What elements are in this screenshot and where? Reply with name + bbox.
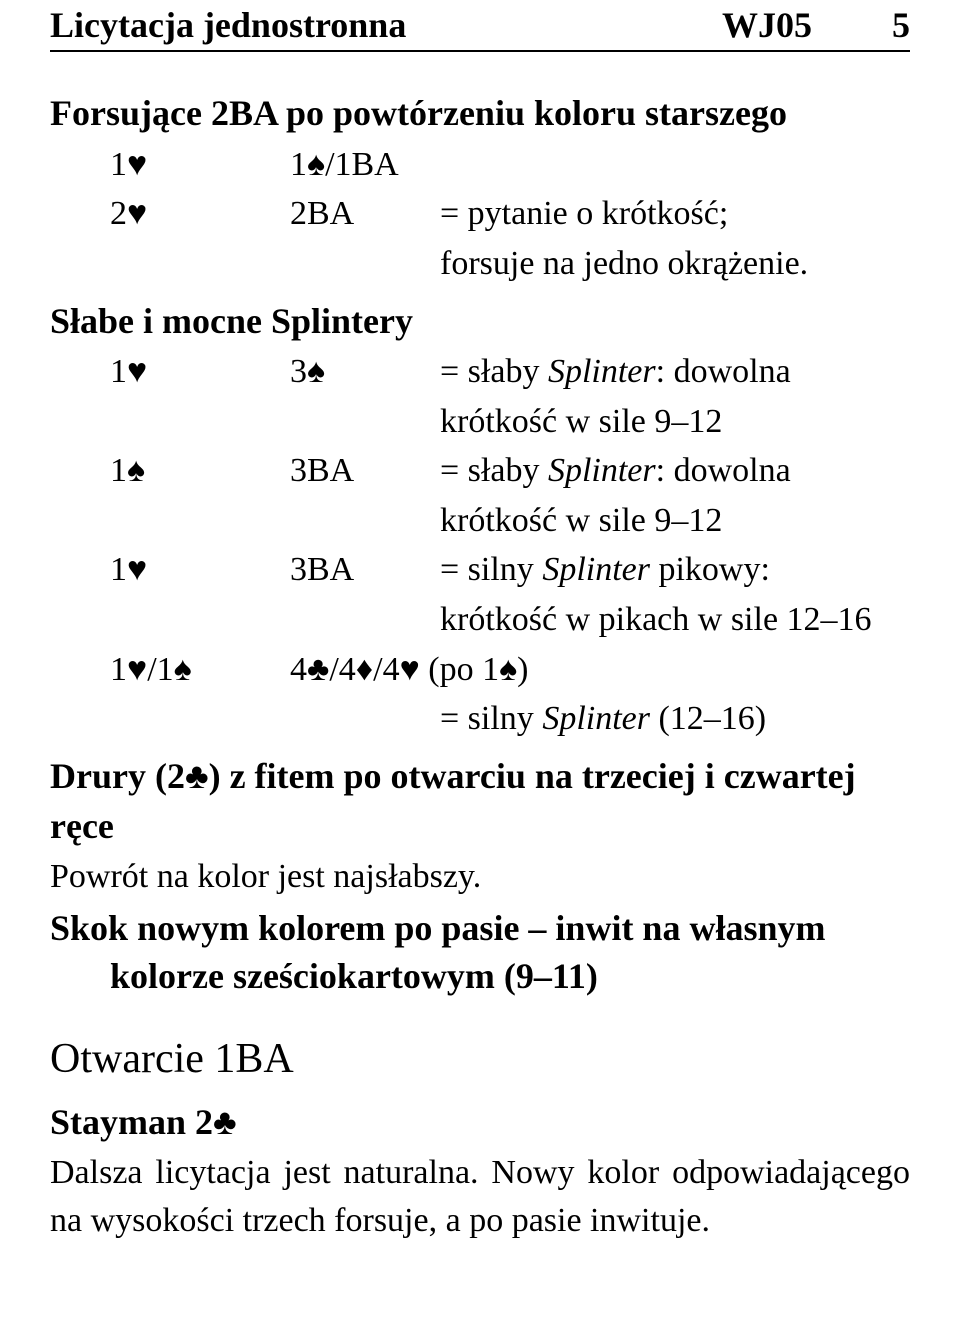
text: forsuje na jedno okrążenie. (440, 245, 808, 282)
text: 1 (110, 146, 127, 183)
bid-col3: krótkość w pikach w sile 12–16 (440, 596, 910, 644)
text: 2 (110, 195, 127, 232)
bid-row: 2♥ 2BA = pytanie o krótkość; (50, 190, 910, 238)
bid-col1: 2♥ (50, 190, 290, 238)
text: 1 (110, 551, 127, 588)
bid-row: 1♥ 3♠ = słaby Splinter: dowolna (50, 348, 910, 396)
text: 1 (290, 146, 307, 183)
heart-icon: ♥ (127, 650, 147, 688)
text: 3 (290, 353, 307, 390)
section2-title: Słabe i mocne Splintery (50, 296, 910, 346)
bid-col3: krótkość w sile 9–12 (440, 398, 910, 446)
text: 1 (110, 651, 127, 688)
diamond-icon: ♦ (356, 650, 373, 688)
heart-icon: ♥ (127, 194, 147, 232)
section5-sub: Stayman 2♣ (50, 1097, 910, 1147)
heart-icon: ♥ (127, 352, 147, 390)
text: 3BA (290, 452, 354, 489)
bid-col3: = pytanie o krótkość; (440, 190, 910, 238)
bid-col3: = silny Splinter (12–16) (440, 695, 910, 743)
text: = pytanie o krótkość; (440, 195, 728, 232)
bid-col3: krótkość w sile 9–12 (440, 497, 910, 545)
section4-title2: kolorze sześciokartowym (9–11) (50, 951, 910, 1001)
section5-heading: Otwarcie 1BA (50, 1030, 910, 1089)
bid-col2: 3♠ (290, 348, 440, 396)
header-left: Licytacja jednostronna (50, 0, 406, 50)
text: /1BA (325, 146, 399, 183)
text-italic: Splinter (542, 700, 650, 737)
text-italic: Splinter (542, 551, 650, 588)
bid-col1: 1♥ (50, 141, 290, 189)
bid-row: forsuje na jedno okrążenie. (50, 240, 910, 288)
bid-row: 1♠ 3BA = słaby Splinter: dowolna (50, 447, 910, 495)
text: krótkość w sile 9–12 (440, 502, 722, 539)
text: 3BA (290, 551, 354, 588)
text: = słaby (440, 353, 548, 390)
bid-col3: = słaby Splinter: dowolna (440, 348, 910, 396)
text: 1 (110, 353, 127, 390)
bid-col1: 1♥ (50, 348, 290, 396)
bid-col1: 1♥ (50, 546, 290, 594)
text: /1 (147, 651, 173, 688)
text: : dowolna (656, 353, 791, 390)
bid-col1: 1♠ (50, 447, 290, 495)
bid-col1: 1♥/1♠ (50, 646, 290, 694)
bid-row: krótkość w sile 9–12 (50, 398, 910, 446)
page: Licytacja jednostronna WJ05 5 Forsujące … (0, 0, 960, 1286)
bid-col2: 3BA (290, 546, 440, 594)
section3-line: Powrót na kolor jest najsłabszy. (50, 853, 910, 901)
text: krótkość w sile 9–12 (440, 403, 722, 440)
text: 2BA (290, 195, 354, 232)
section1-title: Forsujące 2BA po powtórzeniu koloru star… (50, 88, 910, 138)
bid-row: 1♥ 3BA = silny Splinter pikowy: (50, 546, 910, 594)
text: Drury (2 (50, 756, 185, 796)
club-icon: ♣ (307, 650, 329, 688)
text: = silny (440, 551, 542, 588)
text: = słaby (440, 452, 548, 489)
bid-col2: 4♣/4♦/4♥ (po 1♠) (290, 646, 528, 694)
text: (12–16) (650, 700, 766, 737)
bid-col2: 3BA (290, 447, 440, 495)
text: : dowolna (656, 452, 791, 489)
bid-row: 1♥/1♠ 4♣/4♦/4♥ (po 1♠) (50, 646, 910, 694)
section5-para: Dalsza licytacja jest naturalna. Nowy ko… (50, 1149, 910, 1244)
club-icon: ♣ (213, 1101, 237, 1142)
text-italic: Splinter (548, 452, 656, 489)
bid-col3: forsuje na jedno okrążenie. (440, 240, 910, 288)
bid-col2: 2BA (290, 190, 440, 238)
spade-icon: ♠ (127, 451, 145, 489)
text: 1 (110, 452, 127, 489)
bid-col3: = słaby Splinter: dowolna (440, 447, 910, 495)
heart-icon: ♥ (400, 650, 420, 688)
spade-icon: ♠ (307, 145, 325, 183)
bid-row: 1♥ 1♠/1BA (50, 141, 910, 189)
header-right: WJ05 5 (722, 0, 910, 50)
header-code: WJ05 (722, 0, 812, 50)
text: /4 (329, 651, 355, 688)
spade-icon: ♠ (499, 650, 517, 688)
heart-icon: ♥ (127, 145, 147, 183)
header-page: 5 (892, 0, 910, 50)
text: = silny (440, 700, 542, 737)
section3-title: Drury (2♣) z fitem po otwarciu na trzeci… (50, 751, 910, 852)
heart-icon: ♥ (127, 550, 147, 588)
text: (po 1 (420, 651, 499, 688)
text: pikowy: (650, 551, 770, 588)
bid-row: krótkość w pikach w sile 12–16 (50, 596, 910, 644)
section4-title: Skok nowym kolorem po pasie – inwit na w… (50, 903, 910, 953)
text: 4 (290, 651, 307, 688)
page-header: Licytacja jednostronna WJ05 5 (50, 0, 910, 52)
bid-row: krótkość w sile 9–12 (50, 497, 910, 545)
club-icon: ♣ (185, 755, 209, 796)
text: Stayman 2 (50, 1102, 213, 1142)
text: /4 (373, 651, 399, 688)
text: krótkość w pikach w sile 12–16 (440, 601, 872, 638)
text: ) (517, 651, 528, 688)
spade-icon: ♠ (174, 650, 192, 688)
bid-row: = silny Splinter (12–16) (50, 695, 910, 743)
spade-icon: ♠ (307, 352, 325, 390)
bid-col3: = silny Splinter pikowy: (440, 546, 910, 594)
bid-col2: 1♠/1BA (290, 141, 440, 189)
text-italic: Splinter (548, 353, 656, 390)
